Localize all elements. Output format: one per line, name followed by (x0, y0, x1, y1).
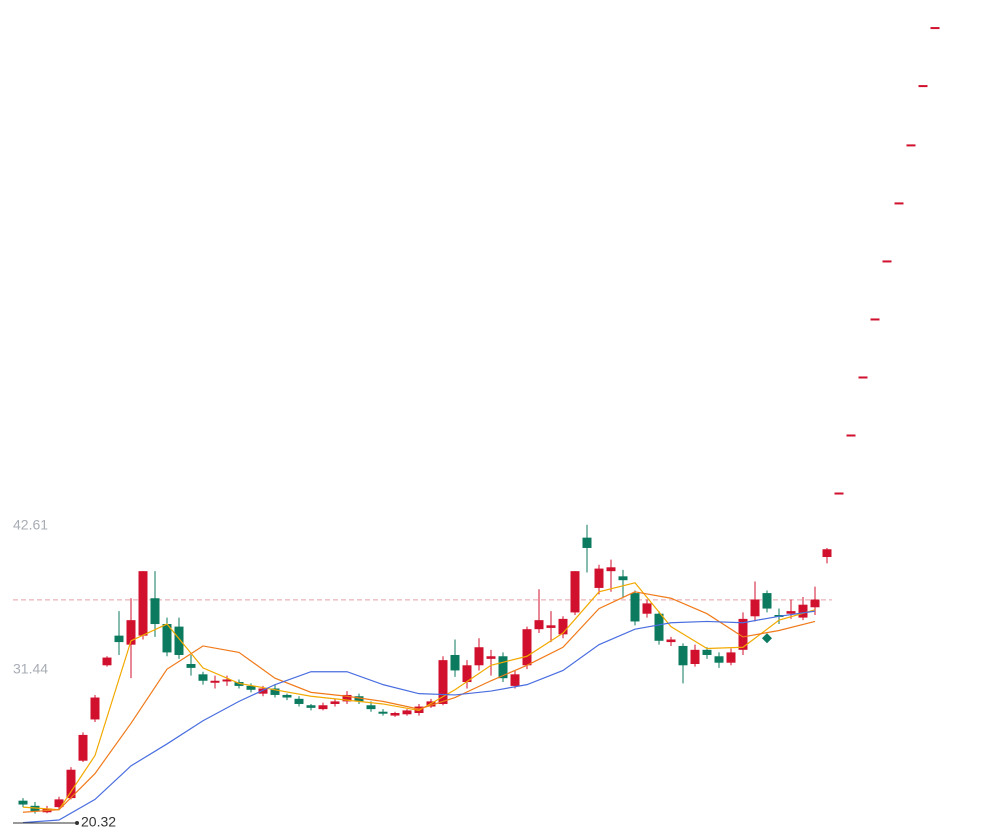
candle-body (138, 571, 148, 636)
candle-body (330, 701, 340, 704)
candle-body (318, 705, 328, 710)
candle-body (186, 664, 196, 668)
candle-body (714, 656, 724, 663)
candle-body (702, 649, 712, 655)
candle-body (462, 665, 472, 683)
candle-body (882, 260, 892, 263)
candle-body (906, 144, 916, 147)
candle-body (66, 769, 76, 799)
candle-body (114, 635, 124, 643)
y-tick-label: 31.44 (13, 661, 48, 677)
candle-body (162, 624, 172, 653)
candle-body (858, 376, 868, 379)
candle-body (234, 682, 244, 686)
candle-body (54, 799, 64, 808)
candle-body (270, 688, 280, 695)
candle-body (738, 618, 748, 650)
candle-body (666, 639, 676, 643)
candle-body (342, 694, 352, 702)
candle-body (750, 599, 760, 617)
candle-body (630, 593, 640, 622)
candle-body (618, 576, 628, 581)
candle-body (306, 705, 316, 708)
candle-body (726, 652, 736, 663)
candle-body (930, 27, 940, 30)
candle-body (546, 625, 556, 628)
candle-body (102, 657, 112, 666)
candle-body (474, 647, 484, 666)
candle-body (402, 710, 412, 715)
candle-body (18, 800, 28, 805)
y-tick-label: 42.61 (13, 517, 48, 533)
candle-body (918, 85, 928, 88)
candle-body (126, 620, 136, 645)
candle-body (822, 549, 832, 557)
candle-body (522, 629, 532, 666)
candle-body (354, 696, 364, 702)
candle-body (846, 434, 856, 437)
candle-body (798, 604, 808, 618)
candle-body (258, 688, 268, 694)
candle-body (282, 694, 292, 698)
candle-body (678, 645, 688, 666)
candle-body (894, 202, 904, 205)
candle-body (294, 698, 304, 704)
candle-body (390, 712, 400, 716)
ma-line (22, 591, 816, 813)
candle-body (606, 567, 616, 572)
candle-body (174, 626, 184, 655)
candle-body (150, 598, 160, 625)
candle-body (690, 649, 700, 665)
candle-body (210, 680, 220, 683)
candle-body (486, 656, 496, 659)
candle-body (366, 705, 376, 710)
candle-body (582, 537, 592, 548)
candle-body (450, 654, 460, 671)
candle-body (510, 674, 520, 686)
candle-body (438, 660, 448, 704)
ma-line (22, 610, 816, 824)
candle-body (222, 679, 232, 682)
candle-body (534, 620, 544, 630)
candle-body (246, 685, 256, 690)
candle-body (834, 492, 844, 495)
candle-body (654, 613, 664, 641)
ma-line (22, 582, 816, 811)
candle-body (198, 674, 208, 681)
candle-body (810, 599, 820, 608)
candle-body (570, 571, 580, 613)
candle-body (642, 603, 652, 614)
marker (762, 633, 772, 644)
candle-body (786, 611, 796, 614)
min-annotation-label: 20.32 (81, 814, 116, 830)
candle-body (78, 734, 88, 761)
candle-body (594, 568, 604, 588)
candle-body (378, 711, 388, 714)
min-annotation-dot (75, 821, 79, 825)
candle-body (762, 593, 772, 609)
candle-body (90, 697, 100, 720)
candle-body (870, 318, 880, 321)
candle-body (558, 618, 568, 635)
candle-body (498, 656, 508, 679)
